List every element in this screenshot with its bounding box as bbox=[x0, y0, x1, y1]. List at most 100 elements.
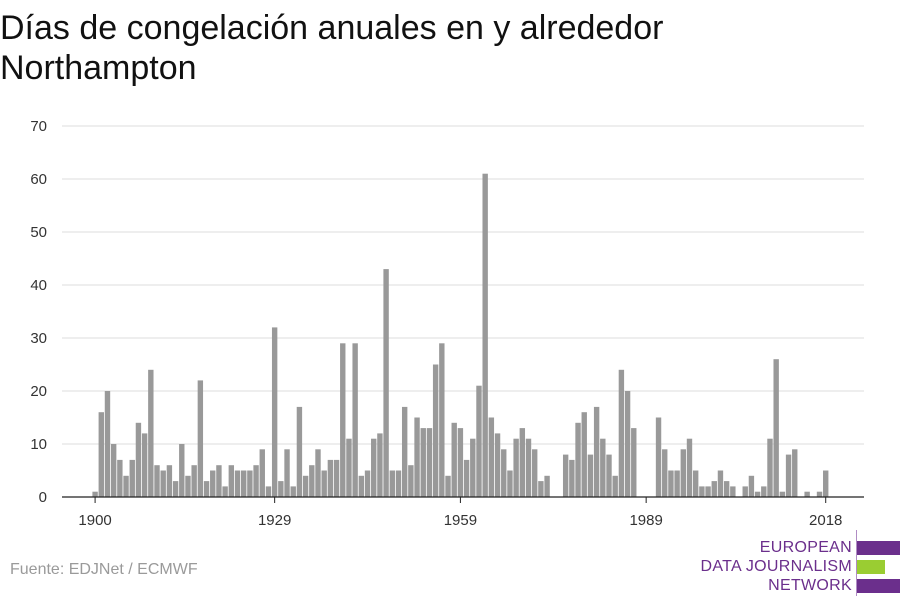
bar bbox=[662, 449, 668, 497]
bar bbox=[197, 380, 204, 497]
bar bbox=[296, 406, 303, 497]
bar bbox=[141, 433, 148, 497]
bar bbox=[253, 465, 259, 497]
bar bbox=[123, 475, 129, 497]
bar bbox=[785, 454, 792, 497]
bar bbox=[414, 417, 420, 497]
bar bbox=[606, 454, 612, 497]
bar bbox=[259, 449, 265, 497]
bar bbox=[742, 486, 748, 497]
y-tick-label: 70 bbox=[30, 118, 47, 135]
bar bbox=[804, 491, 810, 497]
bar bbox=[377, 433, 383, 497]
bar bbox=[779, 491, 786, 497]
bar bbox=[333, 459, 340, 497]
bar bbox=[569, 459, 575, 497]
bar bbox=[544, 475, 550, 497]
bar bbox=[92, 491, 98, 497]
bar bbox=[290, 486, 296, 497]
x-tick-label: 2018 bbox=[809, 512, 842, 529]
x-tick-label: 1900 bbox=[78, 512, 111, 529]
bar bbox=[271, 327, 278, 497]
y-tick-label: 10 bbox=[30, 436, 47, 453]
bar bbox=[680, 449, 686, 497]
bars bbox=[92, 173, 829, 497]
bar bbox=[117, 459, 123, 497]
bar bbox=[203, 481, 210, 497]
bar bbox=[401, 406, 408, 497]
x-tick-label: 1989 bbox=[629, 512, 662, 529]
bar bbox=[445, 475, 451, 497]
y-tick-label: 40 bbox=[30, 277, 47, 294]
x-tick-label: 1959 bbox=[444, 512, 477, 529]
logo-line-3: NETWORK bbox=[768, 577, 852, 594]
bar bbox=[346, 438, 352, 497]
bar bbox=[488, 417, 495, 497]
bar bbox=[711, 481, 717, 497]
y-axis-ticks: 0 10 20 30 40 50 60 70 bbox=[30, 118, 47, 506]
bar bbox=[692, 470, 699, 497]
bar bbox=[792, 449, 798, 497]
bar bbox=[525, 438, 532, 497]
bar bbox=[364, 470, 371, 497]
bar bbox=[730, 486, 736, 497]
bar bbox=[129, 459, 135, 497]
edjnet-logo: EUROPEAN DATA JOURNALISM NETWORK bbox=[700, 530, 900, 596]
bar bbox=[463, 459, 470, 497]
bar bbox=[210, 470, 216, 497]
bar bbox=[340, 343, 346, 497]
logo-separator bbox=[856, 530, 857, 596]
bar bbox=[717, 470, 724, 497]
grid-lines bbox=[62, 125, 864, 445]
bar bbox=[699, 486, 705, 497]
bar bbox=[562, 454, 569, 497]
bar bbox=[457, 428, 464, 497]
bar bbox=[98, 412, 104, 497]
bar bbox=[624, 391, 631, 497]
bar bbox=[476, 385, 482, 497]
bar bbox=[234, 470, 241, 497]
bar bbox=[154, 465, 160, 497]
bar bbox=[748, 475, 755, 497]
bar bbox=[507, 470, 513, 497]
logo-bar-purple-bottom bbox=[857, 579, 900, 593]
bar bbox=[247, 470, 253, 497]
bar bbox=[383, 269, 389, 497]
bar bbox=[754, 491, 761, 497]
y-tick-label: 50 bbox=[30, 224, 47, 241]
bar bbox=[166, 465, 173, 497]
bar bbox=[538, 481, 544, 497]
bar bbox=[352, 343, 358, 497]
y-tick-label: 30 bbox=[30, 330, 47, 347]
bar bbox=[581, 412, 587, 497]
bar bbox=[420, 428, 426, 497]
bar bbox=[315, 449, 321, 497]
bar bbox=[172, 481, 179, 497]
bar bbox=[816, 491, 823, 497]
x-axis-ticks: 1900 1929 1959 1989 2018 bbox=[78, 497, 842, 529]
bar bbox=[432, 364, 439, 497]
bar bbox=[705, 486, 711, 497]
bar bbox=[618, 369, 625, 497]
bar bbox=[501, 449, 507, 497]
bar bbox=[371, 438, 377, 497]
logo-line-2: DATA JOURNALISM bbox=[700, 558, 852, 575]
bar bbox=[179, 444, 185, 497]
bar bbox=[222, 486, 228, 497]
bar bbox=[439, 343, 445, 497]
y-tick-label: 60 bbox=[30, 171, 47, 188]
bar bbox=[408, 465, 414, 497]
bar bbox=[655, 417, 662, 497]
bar bbox=[482, 173, 488, 497]
bar bbox=[302, 475, 309, 497]
bar bbox=[265, 486, 272, 497]
bar bbox=[532, 449, 538, 497]
y-tick-label: 0 bbox=[39, 489, 47, 506]
bar bbox=[723, 481, 730, 497]
bar bbox=[587, 454, 594, 497]
bar bbox=[395, 470, 402, 497]
bar bbox=[513, 438, 519, 497]
bar bbox=[321, 470, 327, 497]
bar bbox=[216, 465, 222, 497]
